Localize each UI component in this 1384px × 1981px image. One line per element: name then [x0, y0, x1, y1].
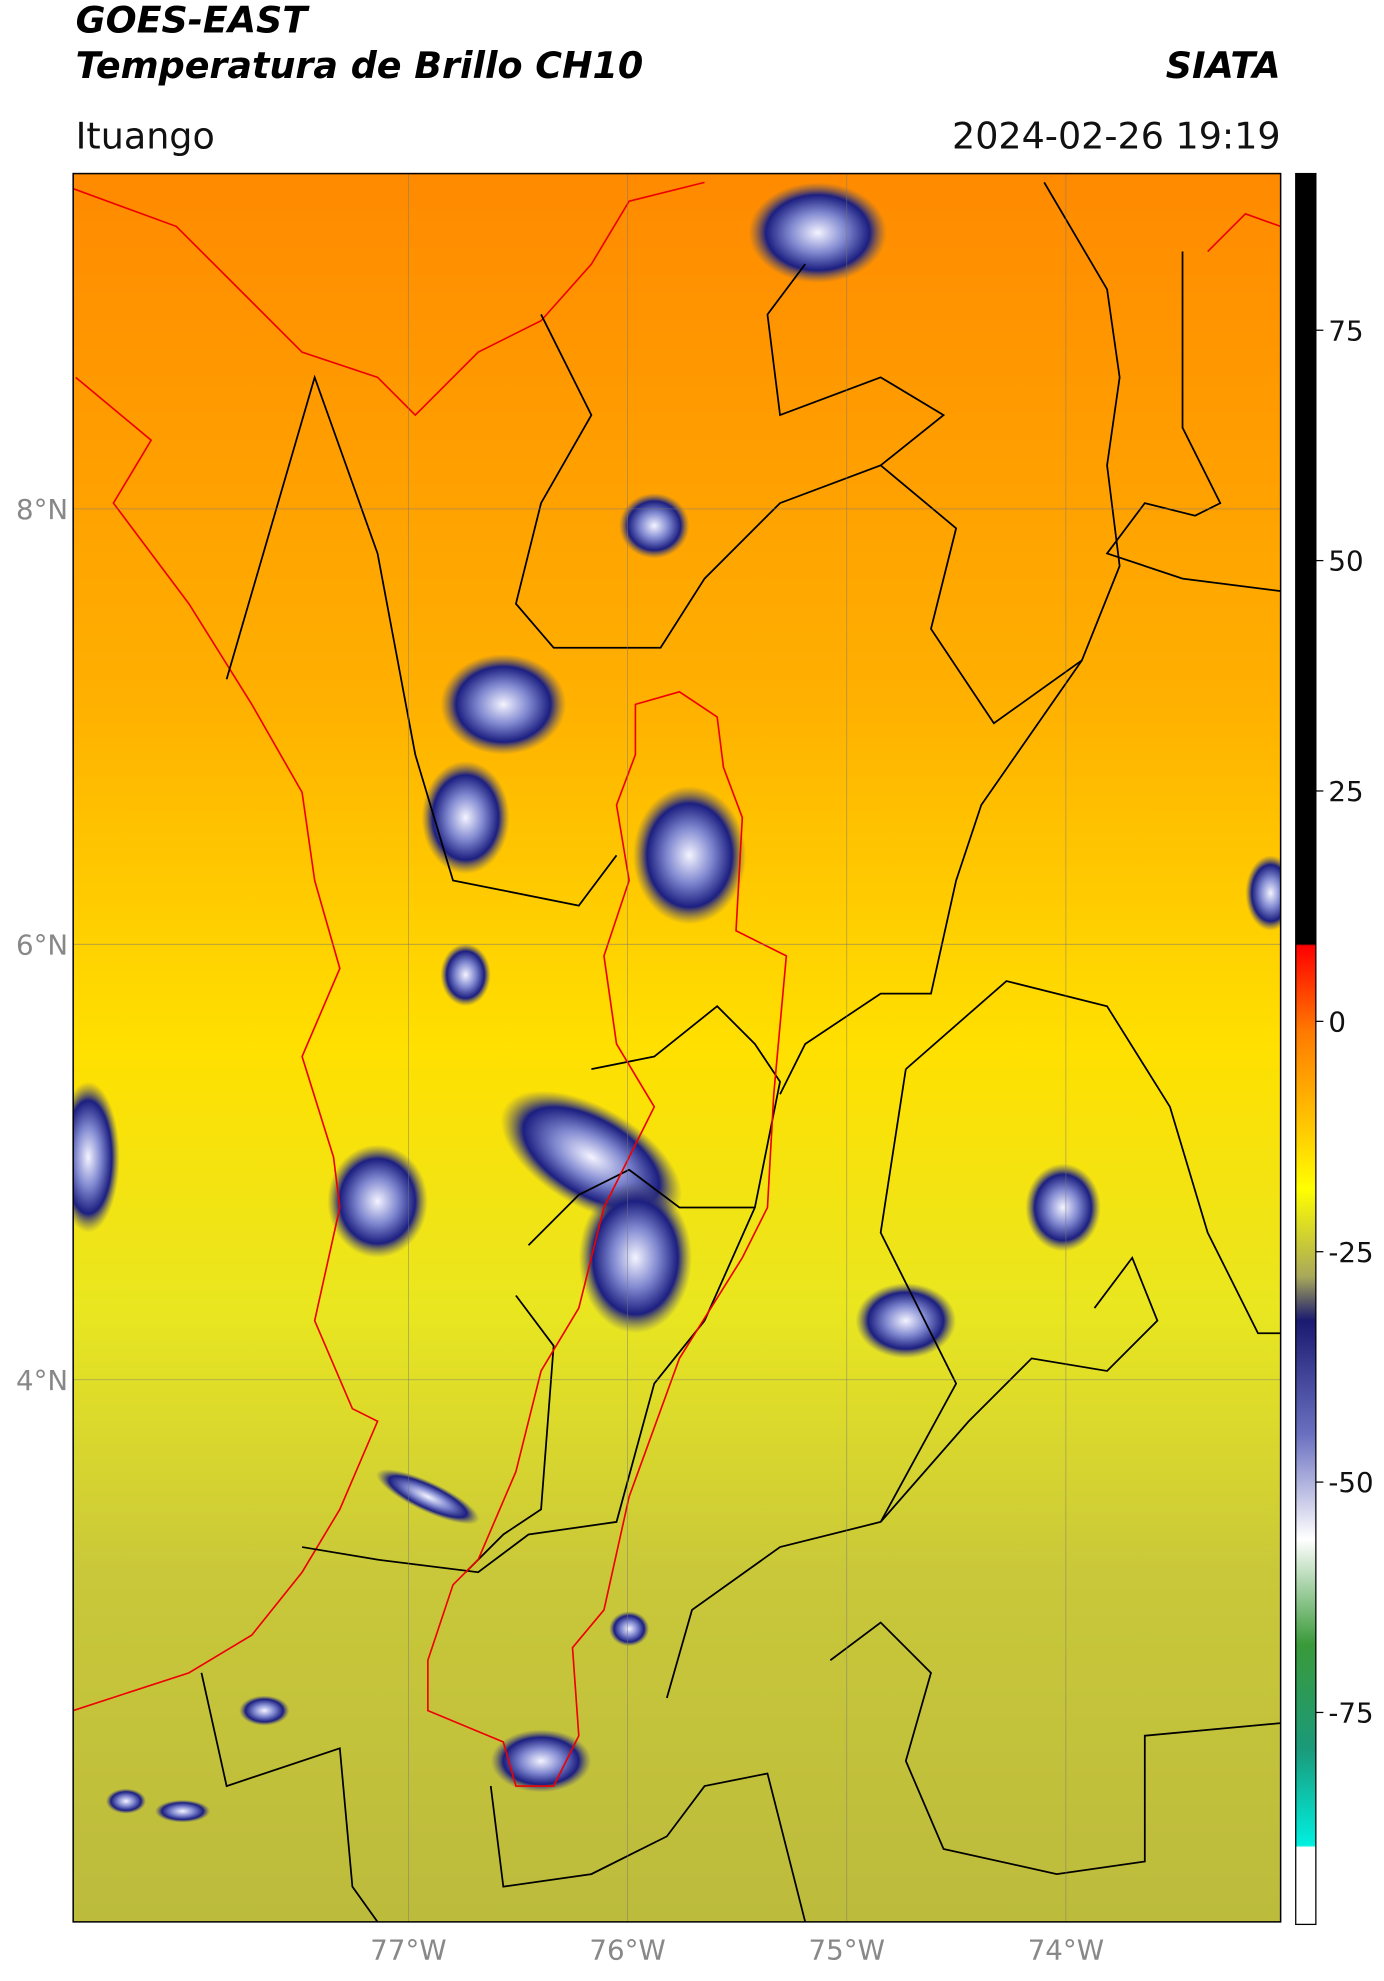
lat-label: 8°N — [16, 493, 68, 526]
lon-label: 75°W — [809, 1934, 885, 1967]
lon-label: 76°W — [589, 1934, 665, 1967]
colorbar-tick-label: -75 — [1328, 1697, 1373, 1730]
borders — [200, 181, 1281, 1922]
lat-label: 4°N — [16, 1364, 68, 1397]
colorbar-tick-label: 75 — [1328, 314, 1363, 347]
lon-label: 77°W — [370, 1934, 446, 1967]
lon-label: 74°W — [1028, 1934, 1104, 1967]
title: GOES-EAST — [76, 0, 311, 42]
datetime: 2024-02-26 19:19 — [952, 114, 1281, 157]
source: SIATA — [1166, 44, 1281, 87]
location: Ituango — [76, 114, 215, 157]
colorbar-tick-label: -50 — [1328, 1466, 1373, 1499]
colorbar-tick-label: -25 — [1328, 1236, 1373, 1269]
colorbar-tick-label: 50 — [1328, 545, 1363, 578]
colorbar-ticks: 75 50 25 0 -25 -50 -75 — [1315, 314, 1374, 1730]
map-background — [73, 173, 1281, 1922]
antioquia-outline — [427, 690, 788, 1787]
colorbar-tick-label: 25 — [1328, 775, 1363, 808]
map-frame — [72, 172, 1282, 1923]
subtitle: Temperatura de Brillo CH10 — [76, 44, 644, 87]
graticule — [73, 173, 1281, 1922]
map — [73, 173, 1281, 1922]
geo-labels: 77°W 76°W 75°W 74°W 8°N 6°N 4°N — [16, 493, 1104, 1967]
coastline — [73, 181, 1281, 1712]
cloud-features — [73, 182, 1281, 1823]
colorbar — [1295, 172, 1317, 1926]
colorbar-tick-label: 0 — [1328, 1005, 1346, 1038]
lat-label: 6°N — [16, 928, 68, 961]
